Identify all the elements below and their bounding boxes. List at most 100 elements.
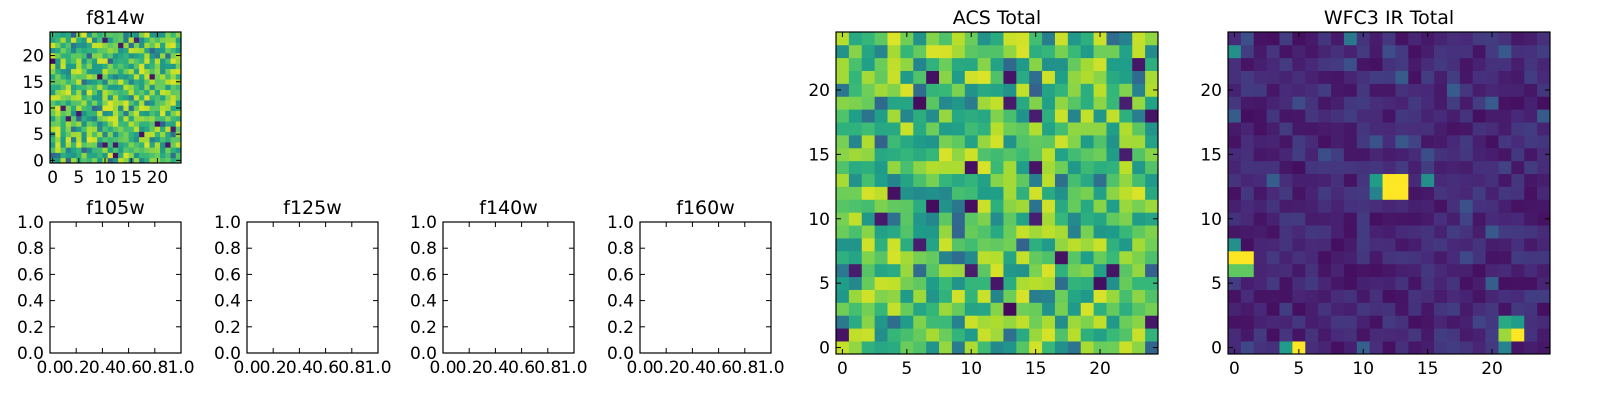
- heatmap-cell: [1459, 160, 1474, 175]
- heatmap-cell: [939, 199, 953, 213]
- heatmap-cell: [913, 341, 927, 355]
- heatmap-cell: [964, 44, 979, 59]
- heatmap-cell: [86, 79, 93, 85]
- heatmap-cell: [1145, 276, 1159, 290]
- heatmap-cell: [1080, 44, 1094, 59]
- heatmap-cell: [887, 199, 901, 213]
- heatmap-cell: [1369, 289, 1383, 303]
- x-tick-label: 10: [94, 168, 116, 188]
- heatmap-cell: [836, 173, 850, 187]
- heatmap-cell: [848, 263, 863, 278]
- heatmap-cell: [1240, 328, 1255, 342]
- heatmap-cell: [91, 100, 98, 106]
- heatmap-cell: [874, 44, 888, 59]
- heatmap-cell: [107, 58, 114, 64]
- heatmap-cell: [1029, 109, 1043, 123]
- axes-frame: [49, 31, 182, 164]
- heatmap-cell: [91, 58, 98, 64]
- heatmap-cell: [86, 100, 93, 106]
- heatmap-cell: [1080, 83, 1094, 97]
- heatmap-cell: [861, 276, 875, 290]
- heatmap-cell: [91, 147, 98, 153]
- heatmap-cell: [1240, 160, 1255, 175]
- heatmap-cell: [1266, 32, 1280, 46]
- heatmap-cell: [170, 136, 177, 143]
- heatmap-cell: [1106, 32, 1120, 46]
- heatmap-cell: [951, 315, 966, 329]
- heatmap-cell: [139, 63, 145, 70]
- heatmap-cell: [964, 263, 979, 278]
- heatmap-cell: [149, 142, 156, 148]
- y-tick-label: 0: [819, 339, 830, 359]
- heatmap-cell: [1485, 263, 1499, 278]
- heatmap-cell: [1343, 122, 1358, 136]
- heatmap-cell: [1054, 122, 1069, 136]
- heatmap-cell: [97, 73, 103, 80]
- heatmap-cell: [1054, 199, 1069, 213]
- heatmap-cell: [1279, 341, 1293, 355]
- heatmap-cell: [123, 73, 129, 80]
- heatmap-cell: [1356, 186, 1371, 200]
- heatmap-cell: [1292, 83, 1306, 97]
- heatmap-cell: [1498, 122, 1512, 136]
- heatmap-cell: [1446, 70, 1461, 84]
- heatmap-cell: [123, 42, 129, 49]
- heatmap-cell: [1408, 250, 1422, 265]
- heatmap-cell: [1093, 186, 1107, 200]
- heatmap-cell: [97, 52, 103, 59]
- heatmap-cell: [70, 84, 77, 90]
- heatmap-cell: [1240, 263, 1255, 278]
- heatmap-cell: [170, 131, 177, 138]
- heatmap-cell: [1395, 289, 1409, 303]
- heatmap-cell: [1292, 57, 1306, 71]
- heatmap-cell: [128, 42, 135, 49]
- heatmap-cell: [1524, 173, 1538, 187]
- heatmap-cell: [1369, 122, 1383, 136]
- heatmap-cell: [160, 84, 166, 90]
- x-tick-label: 10: [1352, 359, 1374, 379]
- heatmap-cell: [1003, 122, 1017, 136]
- heatmap-cell: [86, 47, 93, 54]
- heatmap-cell: [1119, 135, 1133, 149]
- heatmap-cell: [977, 225, 991, 239]
- heatmap-cell: [990, 289, 1004, 303]
- heatmap-cell: [118, 52, 124, 59]
- heatmap-cell: [1472, 160, 1486, 175]
- heatmap-cell: [1119, 276, 1133, 290]
- heatmap-cell: [1485, 57, 1499, 71]
- heatmap-cell: [118, 157, 124, 164]
- heatmap-cell: [86, 63, 93, 70]
- heatmap-cell: [990, 341, 1004, 355]
- x-tick-label: 0.2: [260, 358, 287, 378]
- heatmap-cell: [1106, 289, 1120, 303]
- heatmap-cell: [1266, 289, 1280, 303]
- heatmap-cell: [107, 84, 114, 90]
- heatmap-cell: [1472, 328, 1486, 342]
- heatmap-cell: [1421, 96, 1435, 110]
- heatmap-cell: [55, 131, 61, 138]
- heatmap-cell: [139, 100, 145, 106]
- heatmap-cell: [1524, 96, 1538, 110]
- heatmap-cell: [1408, 212, 1422, 226]
- heatmap-cell: [102, 79, 108, 85]
- heatmap-cell: [1016, 328, 1030, 342]
- heatmap-cell: [1472, 225, 1486, 239]
- heatmap-cell: [1318, 96, 1332, 110]
- heatmap-cell: [1485, 276, 1499, 290]
- heatmap-cell: [1485, 212, 1499, 226]
- heatmap-cell: [60, 157, 67, 164]
- heatmap-cell: [1446, 109, 1461, 123]
- heatmap-cell: [1292, 173, 1306, 187]
- heatmap-cell: [55, 63, 61, 70]
- heatmap-cell: [1343, 44, 1358, 59]
- heatmap-cell: [1240, 32, 1255, 46]
- heatmap-cell: [1106, 83, 1120, 97]
- heatmap-cell: [1106, 109, 1120, 123]
- x-tick-label: 0: [837, 359, 848, 379]
- heatmap-cell: [170, 89, 177, 96]
- heatmap-cell: [1305, 212, 1319, 226]
- heatmap-cell: [1472, 173, 1486, 187]
- heatmap-cell: [91, 52, 98, 59]
- heatmap-cell: [118, 68, 124, 75]
- heatmap-cell: [1511, 173, 1525, 187]
